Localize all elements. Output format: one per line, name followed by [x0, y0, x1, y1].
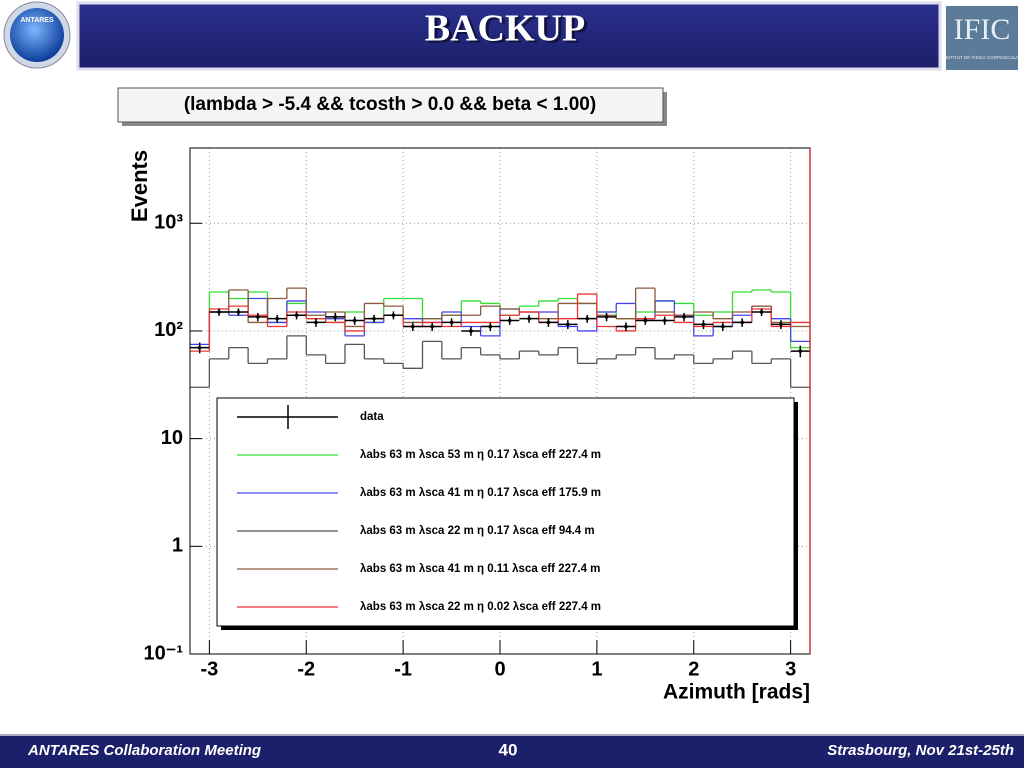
- data-point: [469, 329, 473, 333]
- x-tick-label: 3: [785, 658, 796, 680]
- data-point: [604, 315, 609, 319]
- header-bar: [76, 1, 942, 71]
- legend-label: λabs 63 m λsca 41 m η 0.11 λsca eff 227.…: [360, 563, 600, 575]
- data-point: [507, 318, 512, 323]
- data-point: [798, 349, 803, 353]
- legend-label: λabs 63 m λsca 22 m η 0.02 λsca eff 227.…: [360, 601, 601, 613]
- legend-label: λabs 63 m λsca 22 m η 0.17 λsca eff 94.4…: [360, 525, 595, 537]
- data-point: [759, 310, 764, 314]
- footer-right: Strasbourg, Nov 21st-25th: [827, 742, 1014, 759]
- data-point: [721, 324, 725, 329]
- antares-logo-globe: [10, 8, 64, 62]
- legend-label: λabs 63 m λsca 41 m η 0.17 λsca eff 175.…: [360, 487, 601, 499]
- ific-logo: [946, 6, 1018, 70]
- data-point: [624, 324, 628, 329]
- x-tick-label: 0: [494, 658, 505, 680]
- footer-left: ANTARES Collaboration Meeting: [27, 742, 261, 759]
- header-title: BACKUP: [425, 8, 585, 50]
- data-point: [662, 318, 667, 323]
- x-tick-label: 2: [688, 658, 699, 680]
- x-tick-label: -1: [394, 658, 412, 680]
- y-tick-label: 10²: [154, 319, 183, 341]
- legend-label: data: [360, 411, 384, 423]
- y-tick-label: 10⁻¹: [144, 642, 184, 664]
- data-point: [333, 315, 338, 319]
- data-point: [275, 316, 279, 321]
- data-point: [197, 345, 202, 350]
- data-point: [372, 316, 376, 321]
- footer-bar: [0, 734, 1024, 768]
- data-point: [682, 315, 686, 319]
- data-point: [546, 320, 551, 325]
- data-point: [740, 320, 744, 325]
- data-point: [236, 310, 241, 314]
- y-tick-label: 1: [172, 535, 183, 557]
- header-shadow: BACKUP: [428, 10, 588, 52]
- ific-logo-text: IFIC: [954, 13, 1011, 46]
- x-tick-label: 1: [591, 658, 602, 680]
- cut-box: [117, 87, 664, 123]
- data-point: [314, 320, 318, 325]
- data-point: [430, 324, 434, 329]
- data-point: [449, 320, 454, 325]
- footer-line: [0, 734, 1024, 736]
- data-point: [411, 324, 415, 329]
- data-point: [391, 313, 396, 318]
- plot: 10⁻¹ 1 10 10² 10³ -3 -2 -1 0 1 2 3 Events Azimuth [ra…: [127, 147, 811, 704]
- x-tick-label: -2: [297, 658, 315, 680]
- data-point: [217, 310, 221, 314]
- y-tick-label: 10³: [154, 212, 183, 234]
- ific-logo-subtitle: INSTITUT DE FÍSICA CORPUSCULAR: [943, 54, 1023, 60]
- data-point: [352, 318, 357, 323]
- legend-box: [216, 397, 795, 627]
- x-tick-label: -3: [200, 658, 218, 680]
- data-point: [256, 315, 260, 319]
- data-point: [294, 313, 299, 318]
- footer-page: 40: [499, 740, 518, 759]
- data-point: [585, 316, 589, 321]
- data-point: [488, 324, 493, 329]
- cut-text: (lambda > -5.4 && tcosth > 0.0 && beta <…: [184, 94, 596, 115]
- data-point: [643, 318, 648, 323]
- data-point: [566, 322, 570, 327]
- antares-logo-text: ANTARES: [20, 17, 54, 24]
- data-point: [527, 316, 531, 321]
- y-axis-label: Events: [127, 150, 152, 222]
- x-axis-label: Azimuth [rads]: [663, 681, 810, 704]
- y-tick-label: 10: [161, 427, 183, 449]
- data-point: [779, 322, 783, 327]
- legend-label: λabs 63 m λsca 53 m η 0.17 λsca eff 227.…: [360, 449, 601, 461]
- data-point: [701, 322, 706, 327]
